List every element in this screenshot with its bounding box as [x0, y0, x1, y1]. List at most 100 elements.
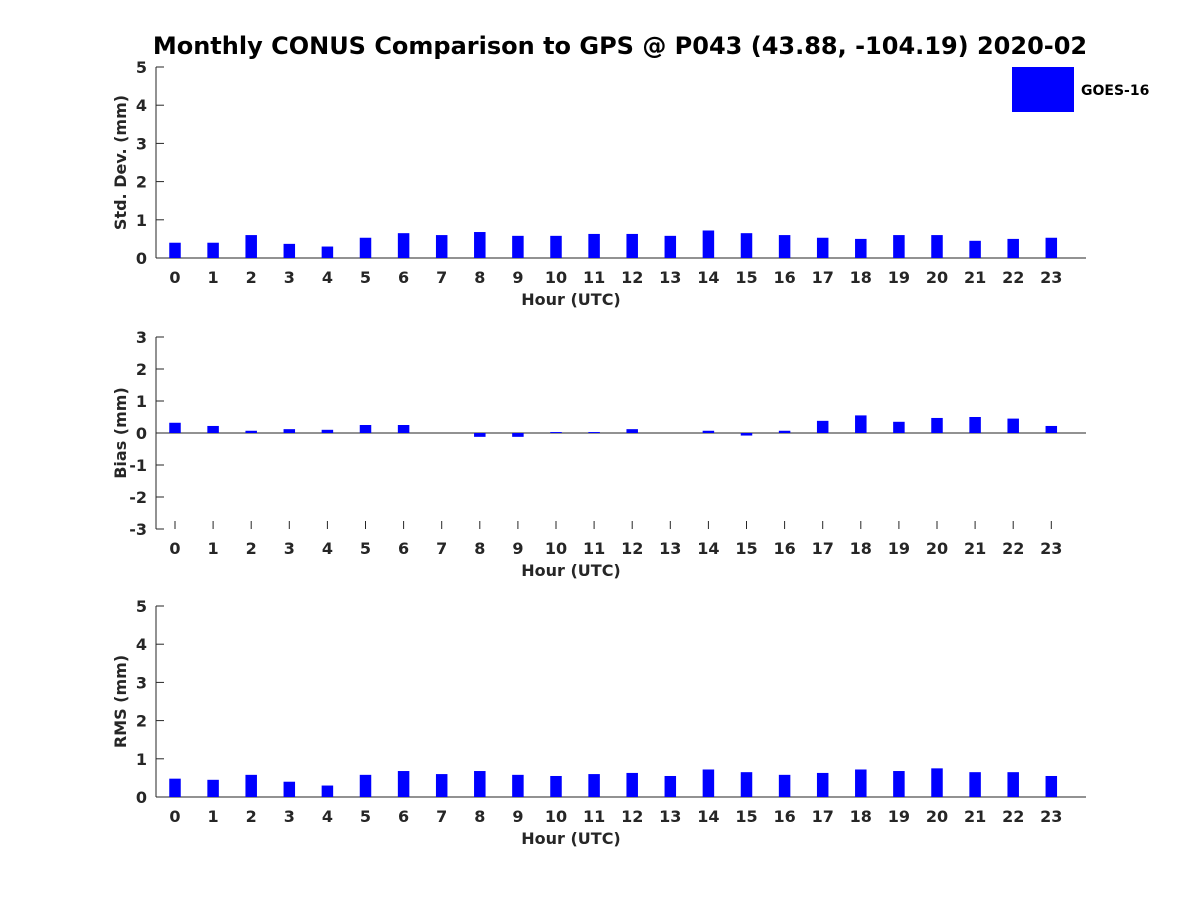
- bar-std-dev-hour-15: [740, 233, 753, 258]
- bar-bias-hour-4: [321, 429, 334, 433]
- x-tick-label: 12: [621, 268, 643, 287]
- x-tick-label: 13: [659, 539, 681, 558]
- x-tick-label: 0: [169, 539, 180, 558]
- x-tick-label: 5: [360, 807, 371, 826]
- y-tick-label: 1: [136, 750, 147, 769]
- bar-std-dev-hour-16: [778, 235, 791, 258]
- x-tick-label: 17: [812, 539, 834, 558]
- x-tick-label: 19: [888, 539, 910, 558]
- bar-bias-hour-17: [816, 420, 829, 433]
- x-tick-label: 21: [964, 268, 986, 287]
- bar-rms-hour-1: [207, 779, 219, 797]
- x-tick-label: 7: [436, 268, 447, 287]
- x-tick-label: 7: [436, 807, 447, 826]
- bar-std-dev-hour-9: [512, 235, 524, 258]
- x-tick-label: 6: [398, 539, 409, 558]
- bar-rms-hour-10: [550, 775, 562, 797]
- bar-rms-hour-4: [321, 785, 334, 797]
- y-tick-label: 3: [136, 134, 147, 153]
- bar-std-dev-hour-20: [931, 235, 943, 258]
- x-tick-label: 18: [850, 268, 872, 287]
- bar-rms-hour-23: [1045, 775, 1058, 797]
- x-tick-label: 13: [659, 807, 681, 826]
- bar-bias-hour-0: [169, 422, 181, 433]
- bar-std-dev-hour-3: [283, 243, 296, 258]
- x-tick-label: 3: [284, 807, 295, 826]
- y-tick-label: 0: [136, 424, 147, 443]
- x-tick-label: 8: [474, 807, 485, 826]
- bar-rms-hour-17: [816, 772, 829, 797]
- x-tick-label: 13: [659, 268, 681, 287]
- bar-rms-hour-7: [435, 774, 448, 797]
- bar-bias-hour-6: [397, 425, 410, 433]
- x-tick-label: 3: [284, 268, 295, 287]
- bar-std-dev-hour-4: [321, 246, 334, 258]
- x-tick-label: 21: [964, 807, 986, 826]
- x-tick-label: 18: [850, 807, 872, 826]
- x-tick-label: 23: [1040, 268, 1062, 287]
- y-tick-label: 3: [136, 673, 147, 692]
- x-tick-label: 23: [1040, 539, 1062, 558]
- bar-rms-hour-21: [969, 772, 981, 797]
- bar-bias-hour-1: [207, 425, 219, 433]
- y-tick-label: -3: [129, 520, 147, 539]
- x-tick-label: 1: [208, 807, 219, 826]
- x-tick-label: 22: [1002, 268, 1024, 287]
- x-tick-label: 20: [926, 268, 948, 287]
- x-tick-label: 0: [169, 807, 180, 826]
- y-axis-label: Std. Dev. (mm): [111, 95, 130, 230]
- y-tick-label: 4: [136, 96, 147, 115]
- x-tick-label: 21: [964, 539, 986, 558]
- x-tick-label: 5: [360, 268, 371, 287]
- y-tick-label: 1: [136, 211, 147, 230]
- bar-bias-hour-9: [512, 433, 524, 437]
- x-tick-label: 23: [1040, 807, 1062, 826]
- x-tick-label: 12: [621, 807, 643, 826]
- chart-legend: GOES-16: [1012, 67, 1149, 112]
- bar-std-dev-hour-21: [969, 240, 981, 258]
- x-tick-label: 3: [284, 539, 295, 558]
- x-tick-label: 1: [208, 539, 219, 558]
- y-tick-label: 3: [136, 328, 147, 347]
- legend-swatch-goes-16: [1012, 67, 1074, 112]
- x-tick-label: 11: [583, 268, 605, 287]
- x-tick-label: 17: [812, 268, 834, 287]
- y-axis-label: RMS (mm): [111, 655, 130, 748]
- x-tick-label: 15: [735, 807, 757, 826]
- bar-std-dev-hour-23: [1045, 237, 1058, 258]
- x-tick-label: 9: [512, 539, 523, 558]
- bar-std-dev-hour-22: [1007, 238, 1019, 258]
- bar-rms-hour-15: [740, 772, 753, 797]
- bar-bias-hour-21: [969, 417, 981, 433]
- y-tick-label: 0: [136, 788, 147, 807]
- bar-std-dev-hour-18: [855, 238, 867, 258]
- bar-bias-hour-16: [778, 430, 791, 433]
- x-tick-label: 10: [545, 539, 567, 558]
- x-tick-label: 9: [512, 268, 523, 287]
- bar-rms-hour-13: [664, 775, 677, 797]
- bar-rms-hour-19: [893, 771, 905, 797]
- bar-rms-hour-5: [359, 774, 372, 797]
- bar-rms-hour-16: [778, 774, 791, 797]
- x-tick-label: 2: [246, 807, 257, 826]
- x-tick-label: 0: [169, 268, 180, 287]
- bar-bias-hour-19: [893, 421, 905, 433]
- bar-bias-hour-18: [855, 415, 867, 433]
- x-tick-label: 2: [246, 539, 257, 558]
- x-tick-label: 7: [436, 539, 447, 558]
- bar-bias-hour-15: [740, 433, 753, 436]
- bar-std-dev-hour-11: [588, 233, 600, 258]
- x-tick-label: 16: [773, 268, 795, 287]
- x-tick-label: 9: [512, 807, 523, 826]
- x-tick-label: 10: [545, 268, 567, 287]
- bar-bias-hour-14: [702, 430, 715, 433]
- bar-bias-hour-8: [474, 433, 486, 437]
- x-axis-label: Hour (UTC): [521, 561, 621, 580]
- y-tick-label: -2: [129, 488, 147, 507]
- bar-bias-hour-2: [245, 430, 257, 433]
- x-tick-label: 14: [697, 807, 719, 826]
- bar-rms-hour-0: [169, 778, 181, 797]
- bar-std-dev-hour-1: [207, 242, 219, 258]
